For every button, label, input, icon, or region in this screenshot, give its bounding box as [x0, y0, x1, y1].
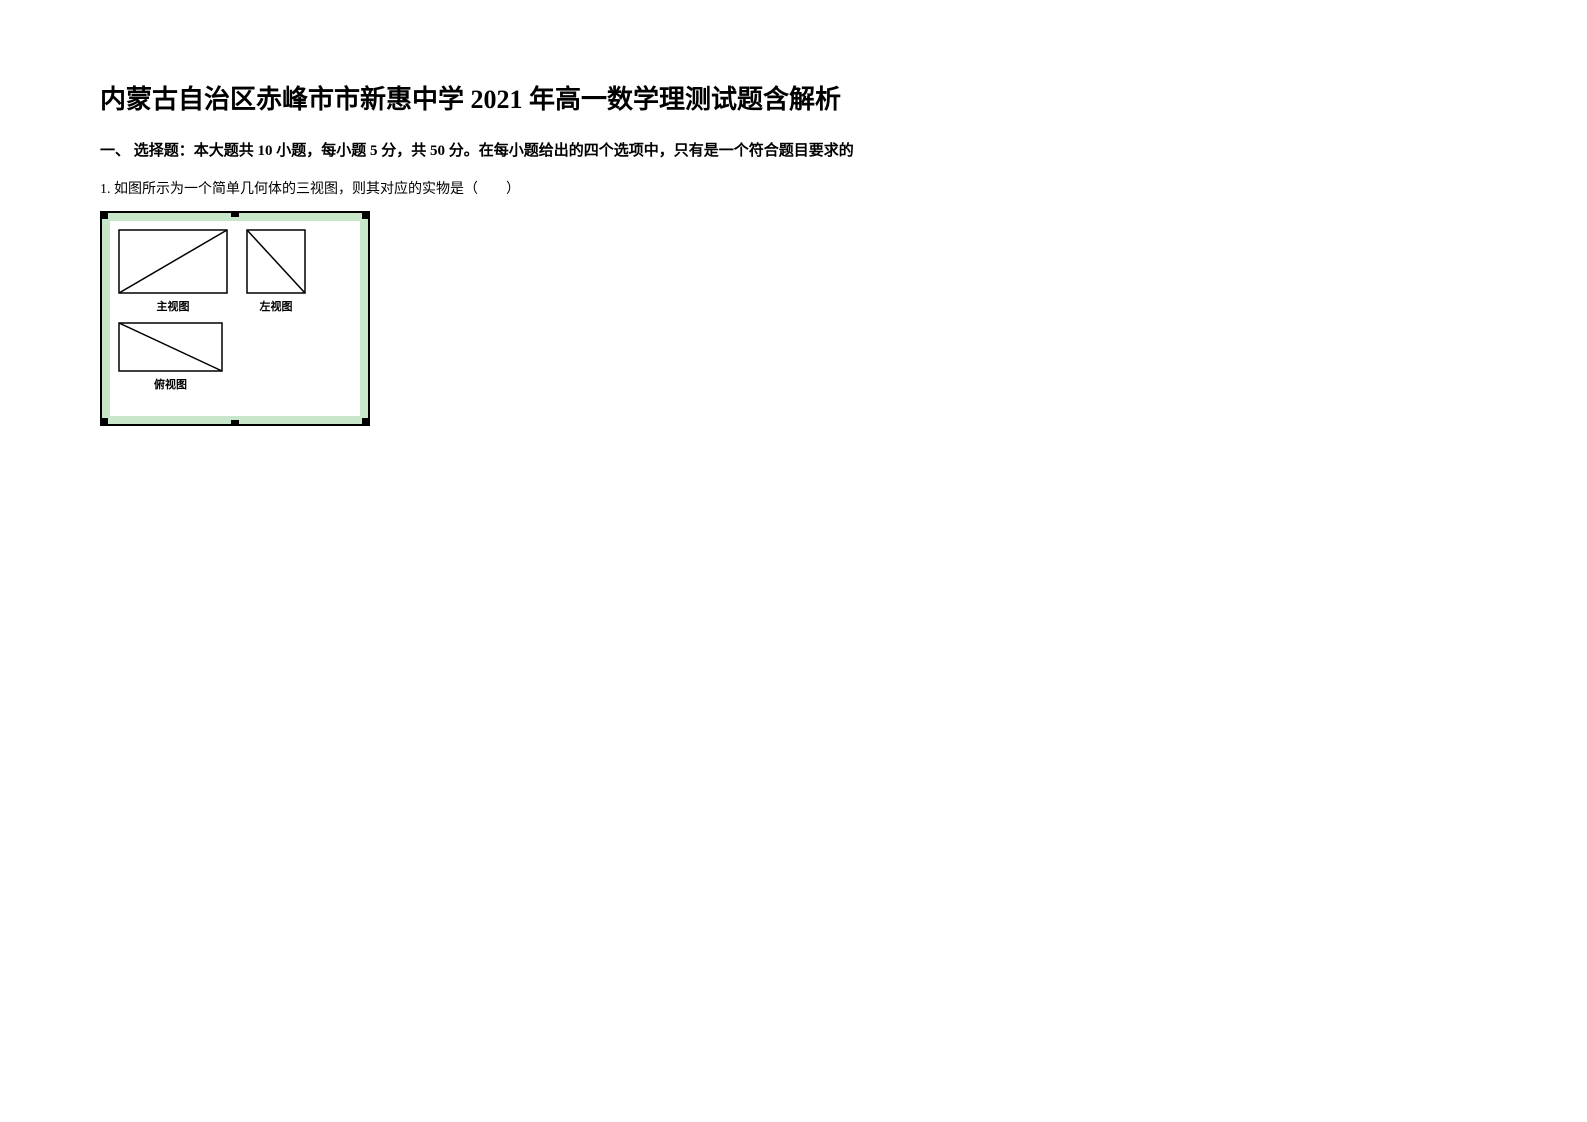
main-view-block: 主视图	[118, 229, 228, 314]
selection-handle	[362, 418, 370, 426]
document-page: 内蒙古自治区赤峰市市新惠中学 2021 年高一数学理测试题含解析 一、 选择题：…	[0, 0, 1587, 506]
left-view-block: 左视图	[246, 229, 306, 314]
figure-inner: 主视图 左视图 俯视图	[110, 221, 360, 416]
main-view-label: 主视图	[157, 298, 190, 314]
top-view-block: 俯视图	[118, 322, 223, 392]
selection-handle	[362, 211, 370, 219]
question-number: 1.	[100, 182, 111, 197]
selection-handle	[100, 418, 108, 426]
top-row: 主视图 左视图	[118, 229, 352, 314]
three-view-figure: 主视图 左视图 俯视图	[100, 211, 370, 426]
question-text: 如图所示为一个简单几何体的三视图，则其对应的实物是（ ）	[114, 182, 520, 197]
bottom-row: 俯视图	[118, 322, 352, 392]
selection-handle	[100, 211, 108, 219]
question-1: 1. 如图所示为一个简单几何体的三视图，则其对应的实物是（ ）	[100, 179, 1487, 201]
left-view-label: 左视图	[260, 298, 293, 314]
section-header: 一、 选择题：本大题共 10 小题，每小题 5 分，共 50 分。在每小题给出的…	[100, 139, 1487, 163]
selection-handle	[231, 420, 239, 426]
selection-handle	[231, 211, 239, 217]
main-view-svg	[118, 229, 228, 294]
document-title: 内蒙古自治区赤峰市市新惠中学 2021 年高一数学理测试题含解析	[100, 80, 1487, 119]
top-view-svg	[118, 322, 223, 372]
left-view-svg	[246, 229, 306, 294]
top-view-label: 俯视图	[154, 376, 187, 392]
